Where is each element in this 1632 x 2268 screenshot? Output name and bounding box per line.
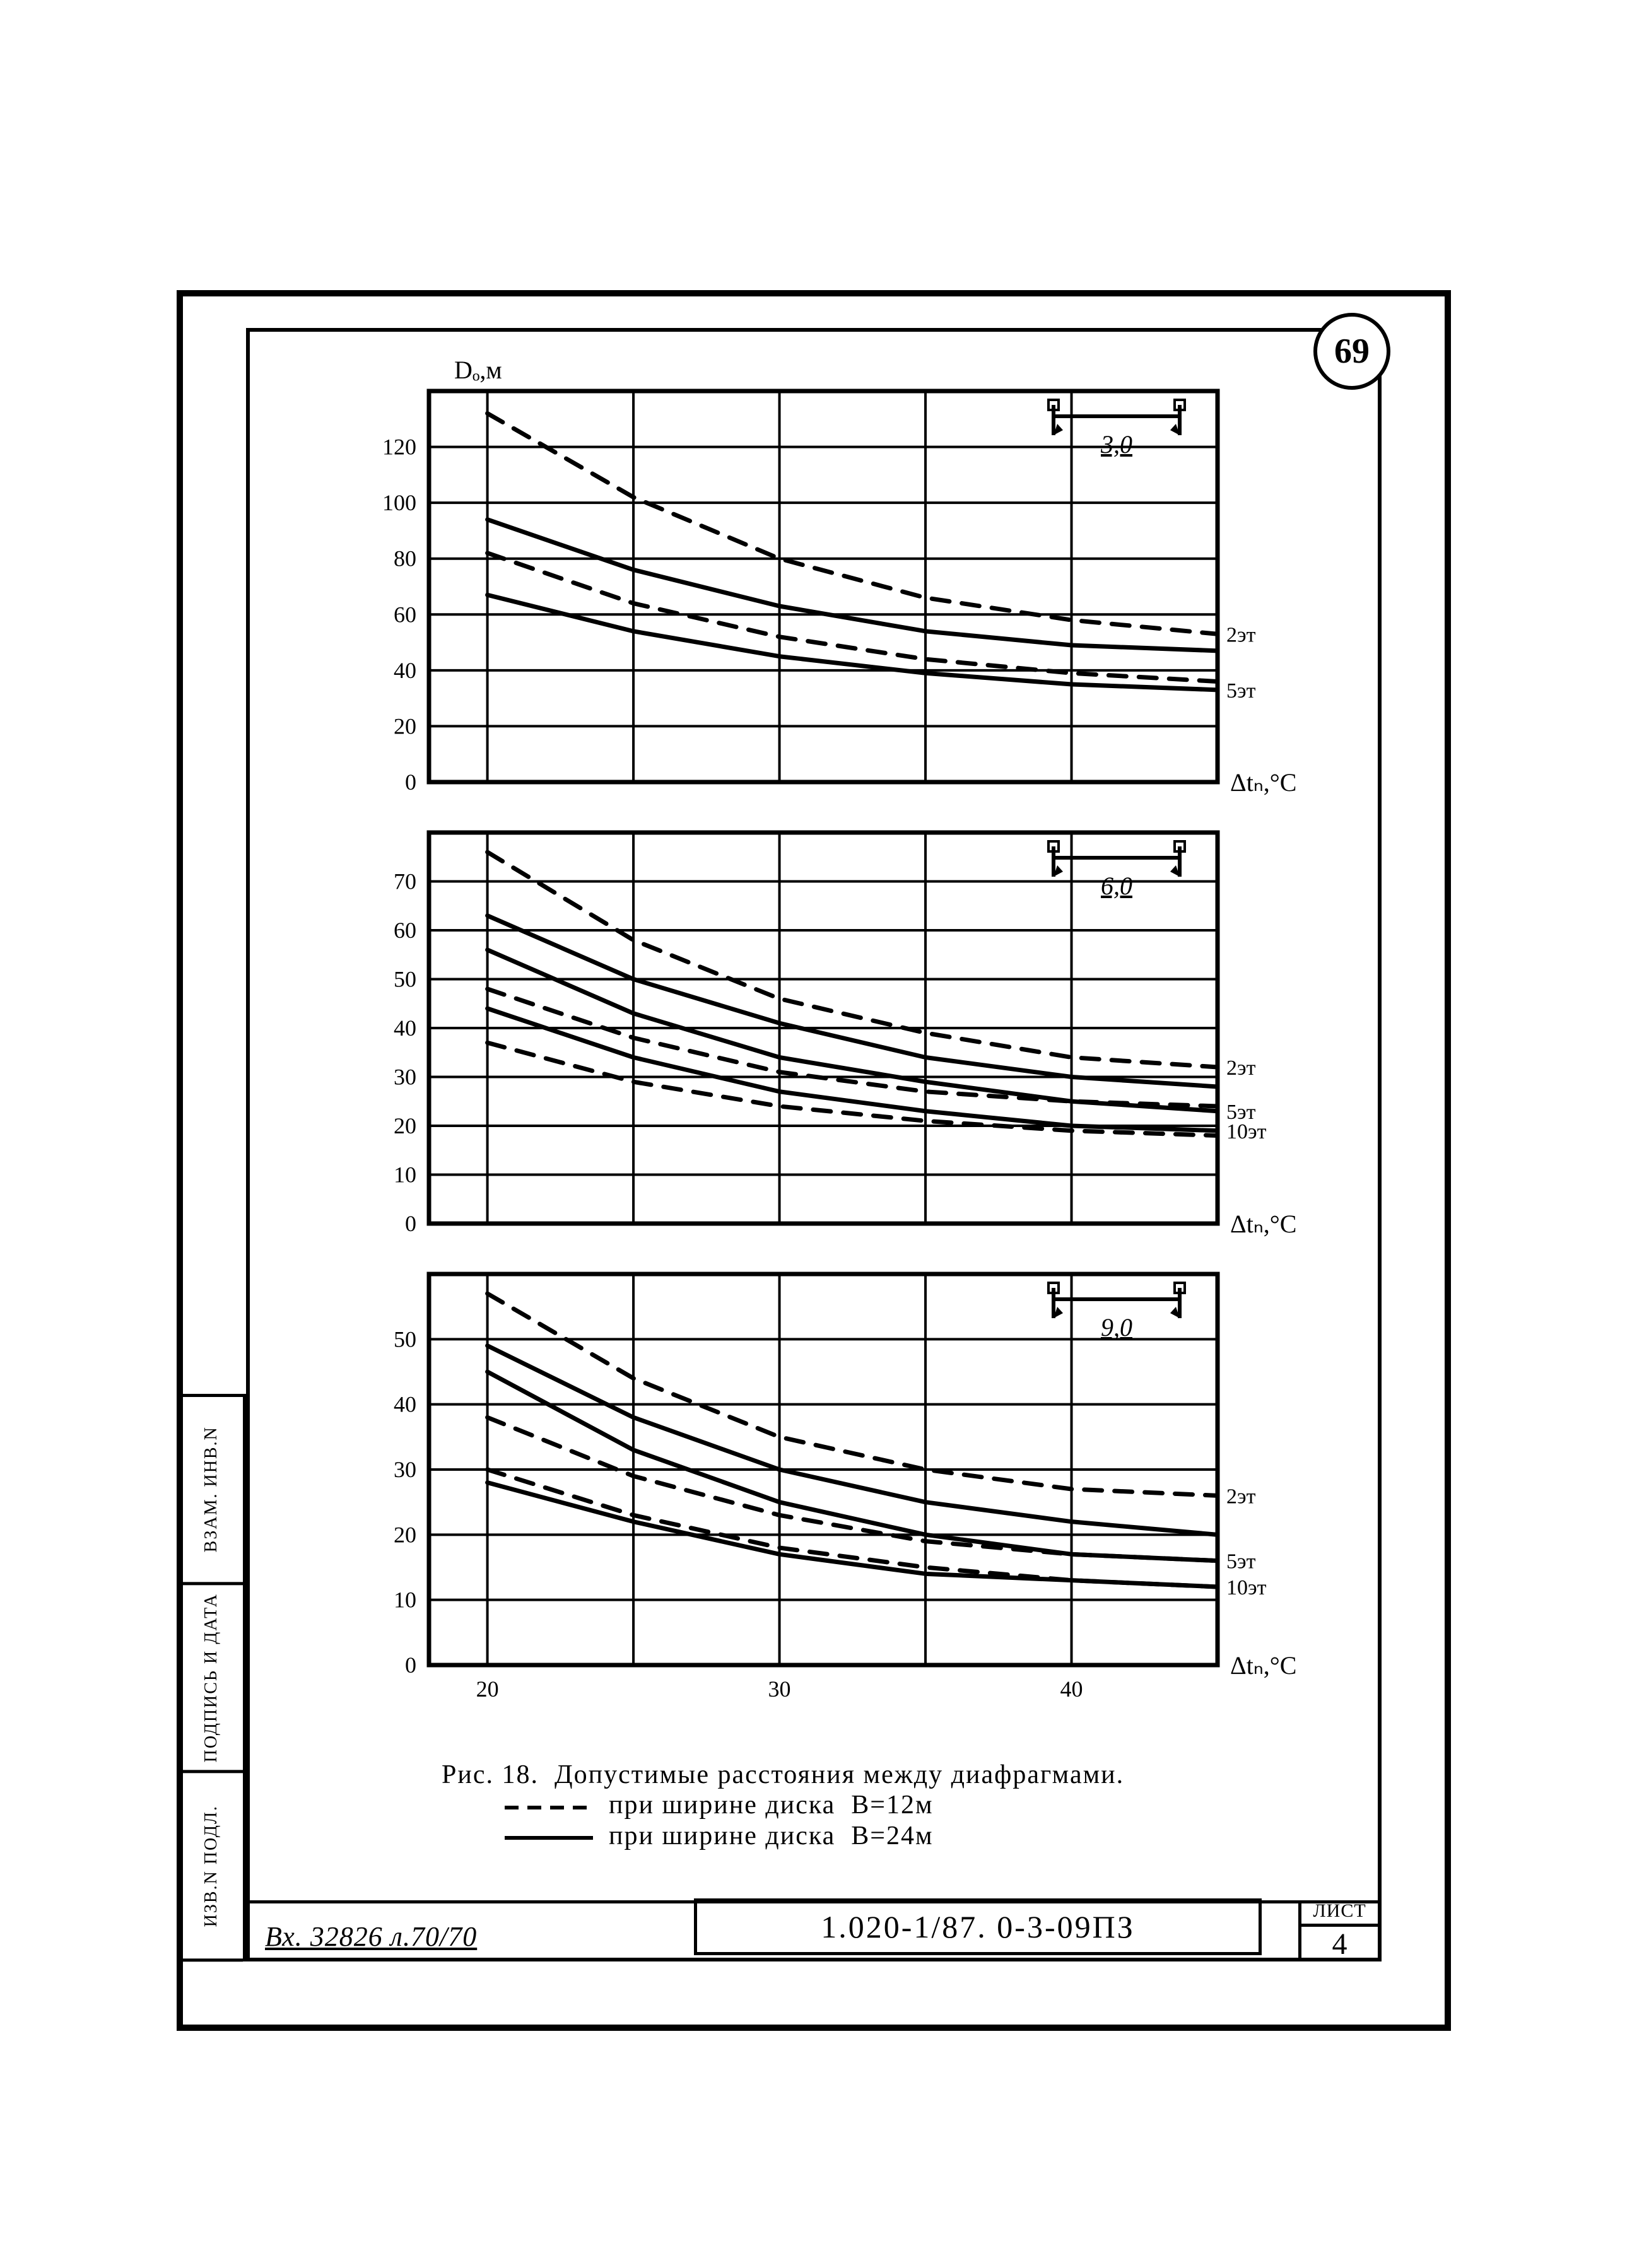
svg-text:20: 20: [394, 1113, 416, 1138]
side-cell: ВЗАМ. ИНВ.N: [180, 1397, 243, 1585]
svg-text:20: 20: [394, 713, 416, 739]
svg-text:40: 40: [1060, 1676, 1083, 1702]
svg-text:0: 0: [405, 1652, 416, 1678]
archive-reference: Вх. 32826 л.70/70: [265, 1920, 477, 1953]
svg-text:40: 40: [394, 658, 416, 683]
svg-text:50: 50: [394, 1326, 416, 1352]
svg-text:2эт: 2эт: [1226, 623, 1256, 646]
svg-text:5эт: 5эт: [1226, 1550, 1256, 1574]
svg-text:Δtₙ,°C: Δtₙ,°C: [1230, 1210, 1296, 1238]
svg-text:Δtₙ,°C: Δtₙ,°C: [1230, 768, 1296, 797]
svg-text:Δtₙ,°C: Δtₙ,°C: [1230, 1651, 1296, 1680]
svg-text:40: 40: [394, 1392, 416, 1417]
page-number: 69: [1334, 331, 1370, 371]
figure-title: Допустимые расстояния между диафрагмами.: [555, 1760, 1124, 1789]
charts-svg: Dₒ,м020406080100120Δtₙ,°C3,02эт5эт010203…: [296, 353, 1331, 1741]
svg-text:50: 50: [394, 967, 416, 992]
svg-text:60: 60: [394, 918, 416, 943]
svg-text:0: 0: [405, 1211, 416, 1236]
figure-caption: Рис. 18. Допустимые расстояния между диа…: [442, 1760, 1293, 1851]
svg-text:10: 10: [394, 1162, 416, 1188]
document-code-block: 1.020-1/87. 0-3-09ПЗ: [694, 1898, 1262, 1955]
svg-text:100: 100: [382, 490, 416, 515]
document-code: 1.020-1/87. 0-3-09ПЗ: [821, 1909, 1135, 1945]
svg-text:30: 30: [768, 1676, 791, 1702]
legend-dashed-text: при ширине диска B=12м: [609, 1791, 934, 1820]
side-signature-strip: ИЗВ.N ПОДЛ. ПОДПИСЬ И ДАТА ВЗАМ. ИНВ.N: [177, 1394, 246, 1961]
side-cell: ПОДПИСЬ И ДАТА: [180, 1585, 243, 1773]
svg-text:30: 30: [394, 1457, 416, 1482]
dashed-sample-icon: [505, 1804, 593, 1811]
svg-text:120: 120: [382, 435, 416, 460]
sheet-number-cell: ЛИСТ 4: [1298, 1900, 1378, 1961]
figure-number: Рис. 18.: [442, 1760, 539, 1789]
svg-text:30: 30: [394, 1065, 416, 1090]
svg-text:2эт: 2эт: [1226, 1485, 1256, 1508]
svg-text:20: 20: [476, 1676, 499, 1702]
svg-text:6,0: 6,0: [1101, 872, 1132, 900]
svg-text:40: 40: [394, 1015, 416, 1041]
svg-text:10эт: 10эт: [1226, 1120, 1267, 1143]
legend-solid-text: при ширине диска B=24м: [609, 1821, 934, 1850]
page-number-badge: 69: [1313, 313, 1390, 390]
svg-text:5эт: 5эт: [1226, 679, 1256, 703]
svg-text:9,0: 9,0: [1101, 1313, 1132, 1342]
svg-text:3,0: 3,0: [1100, 430, 1132, 459]
svg-text:Dₒ,м: Dₒ,м: [454, 356, 502, 384]
svg-text:10: 10: [394, 1587, 416, 1613]
svg-text:20: 20: [394, 1522, 416, 1547]
svg-text:80: 80: [394, 546, 416, 571]
svg-text:2эт: 2эт: [1226, 1056, 1256, 1080]
sheet-number: 4: [1301, 1927, 1378, 1961]
svg-text:0: 0: [405, 769, 416, 795]
svg-text:60: 60: [394, 602, 416, 627]
legend-dashed-line: при ширине диска B=12м: [442, 1790, 1293, 1820]
side-cell: ИЗВ.N ПОДЛ.: [180, 1774, 243, 1961]
svg-text:10эт: 10эт: [1226, 1576, 1267, 1599]
solid-sample-icon: [505, 1834, 593, 1842]
legend-solid-line: при ширине диска B=24м: [442, 1821, 1293, 1851]
sheet-header-label: ЛИСТ: [1301, 1900, 1378, 1927]
svg-text:70: 70: [394, 869, 416, 894]
